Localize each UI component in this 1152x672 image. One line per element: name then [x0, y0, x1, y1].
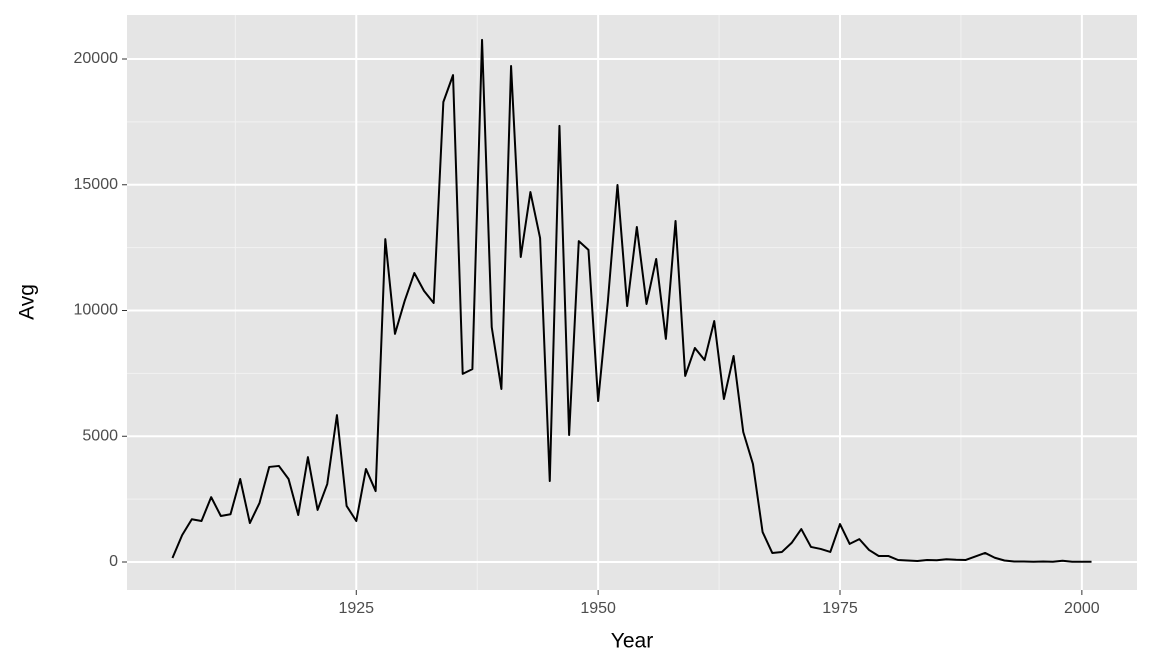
x-tick-label: 1975 — [822, 600, 858, 617]
y-tick-label: 0 — [109, 553, 118, 570]
y-tick-label: 15000 — [74, 176, 119, 193]
y-tick-label: 10000 — [74, 302, 119, 319]
x-tick-label: 1950 — [580, 600, 616, 617]
y-tick-label: 5000 — [82, 427, 118, 444]
y-axis-title: Avg — [16, 284, 39, 320]
panel — [127, 15, 1137, 590]
x-tick-label: 2000 — [1064, 600, 1100, 617]
line — [171, 38, 1092, 563]
x-tick-label: 1925 — [338, 600, 374, 617]
y-tick-label: 20000 — [74, 50, 119, 67]
x-axis-title: Year — [611, 630, 653, 653]
